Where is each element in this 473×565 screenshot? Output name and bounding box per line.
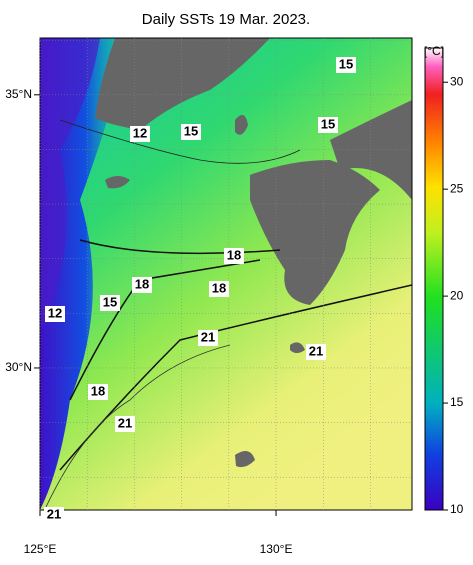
jeju — [105, 176, 130, 189]
contour-label-box — [306, 344, 326, 360]
contour-label-box — [88, 384, 108, 400]
contour-label: 18 — [91, 383, 105, 398]
contour-label-box — [100, 295, 120, 311]
contour-label: 15 — [321, 116, 335, 131]
cold-core — [40, 38, 100, 330]
contour-label-box — [132, 277, 152, 293]
cold-water — [40, 38, 130, 510]
colorbar-tick-label: 30 — [450, 74, 464, 88]
contour-label-box — [115, 416, 135, 432]
map-frame — [39, 37, 413, 511]
contour-label-box — [45, 306, 65, 322]
graticule: 125°E 130°E 35°N 30°N — [5, 38, 412, 556]
contour-label: 15 — [184, 123, 198, 138]
contour-label: 15 — [339, 56, 353, 71]
colorbar-unit: [°C] — [424, 44, 444, 58]
contour-label: 21 — [47, 506, 61, 521]
contour-label-box — [318, 117, 338, 133]
contour-label: 21 — [118, 415, 132, 430]
contour-label: 18 — [212, 280, 226, 295]
colorbar — [424, 47, 444, 511]
contour-label: 21 — [309, 343, 323, 358]
korea — [95, 38, 270, 130]
contour-label-box — [44, 507, 64, 523]
contour-label-box — [181, 124, 201, 140]
y-tick-label: 30°N — [5, 360, 32, 374]
japan — [250, 100, 412, 305]
x-tick-label: 130°E — [260, 542, 293, 556]
contour-label: 12 — [48, 305, 62, 320]
colorbar-tick-label: 15 — [450, 395, 464, 409]
contour-label-box — [198, 330, 218, 346]
contour-labels: 15 15 12 15 18 18 18 15 12 21 21 18 21 21 — [44, 56, 356, 523]
contour-label-box — [336, 57, 356, 73]
y-tick-label: 35°N — [5, 87, 32, 101]
contour-label: 18 — [227, 247, 241, 262]
contour-label-box — [130, 126, 150, 142]
colorbar-tick-label: 20 — [450, 288, 464, 302]
contour-label: 18 — [135, 276, 149, 291]
contour-label-box — [209, 281, 229, 297]
contour-label: 12 — [133, 125, 147, 140]
title: Daily SSTs 19 Mar. 2023. — [142, 11, 310, 28]
contour — [59, 119, 301, 164]
contour — [79, 239, 281, 255]
colorbar-tick-label: 10 — [450, 502, 464, 516]
contour-label: 15 — [103, 294, 117, 309]
x-tick-label: 125°E — [24, 542, 57, 556]
map-area — [40, 38, 412, 510]
contour-label-box — [224, 248, 244, 264]
contour-label: 21 — [201, 329, 215, 344]
colorbar-tick-label: 25 — [450, 181, 464, 195]
contour — [44, 344, 231, 510]
colorbar-ticks: 10 15 20 25 30 — [443, 74, 464, 516]
